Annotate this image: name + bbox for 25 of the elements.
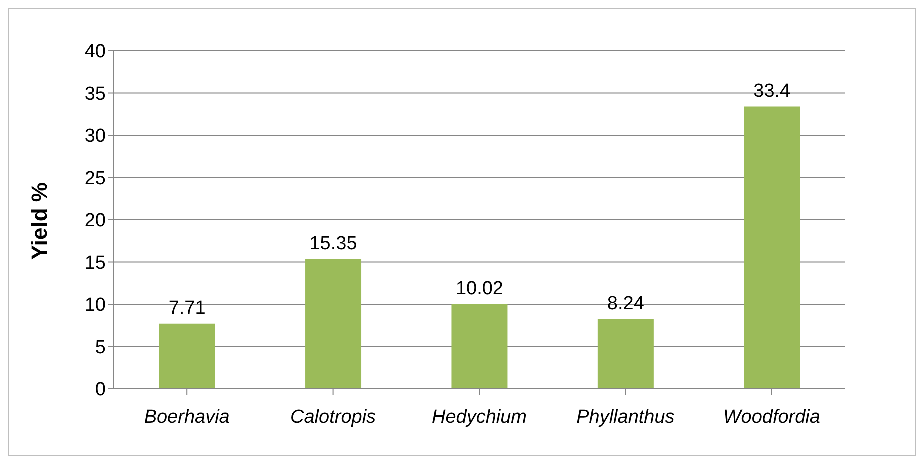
y-tick-label: 15 [84,252,106,274]
x-tick-label: Boerhavia [144,407,230,428]
y-tick-label: 0 [95,380,106,401]
y-tick-label: 35 [84,84,106,105]
y-tick-label: 5 [95,337,106,358]
data-label: 33.4 [754,80,792,102]
bar [159,324,216,389]
data-label: 8.24 [607,293,645,314]
data-label: 7.71 [168,298,206,319]
x-tick-label: Hedychium [432,407,528,428]
data-label: 15.35 [310,233,358,254]
y-tick-label: 30 [84,126,106,148]
x-tick-label: Woodfordia [723,407,820,428]
y-tick-label: 10 [84,295,106,316]
x-tick-label: Calotropis [290,407,377,428]
data-label: 10.02 [456,278,504,300]
y-axis-title: Yield % [26,182,52,260]
bar [744,106,800,389]
y-tick-label: 25 [84,168,106,190]
x-tick-label: Phyllanthus [576,407,676,428]
bar [598,319,654,389]
bar [452,304,508,389]
y-tick-label: 40 [84,42,106,63]
bar [306,259,362,389]
y-tick-label: 20 [84,210,106,232]
